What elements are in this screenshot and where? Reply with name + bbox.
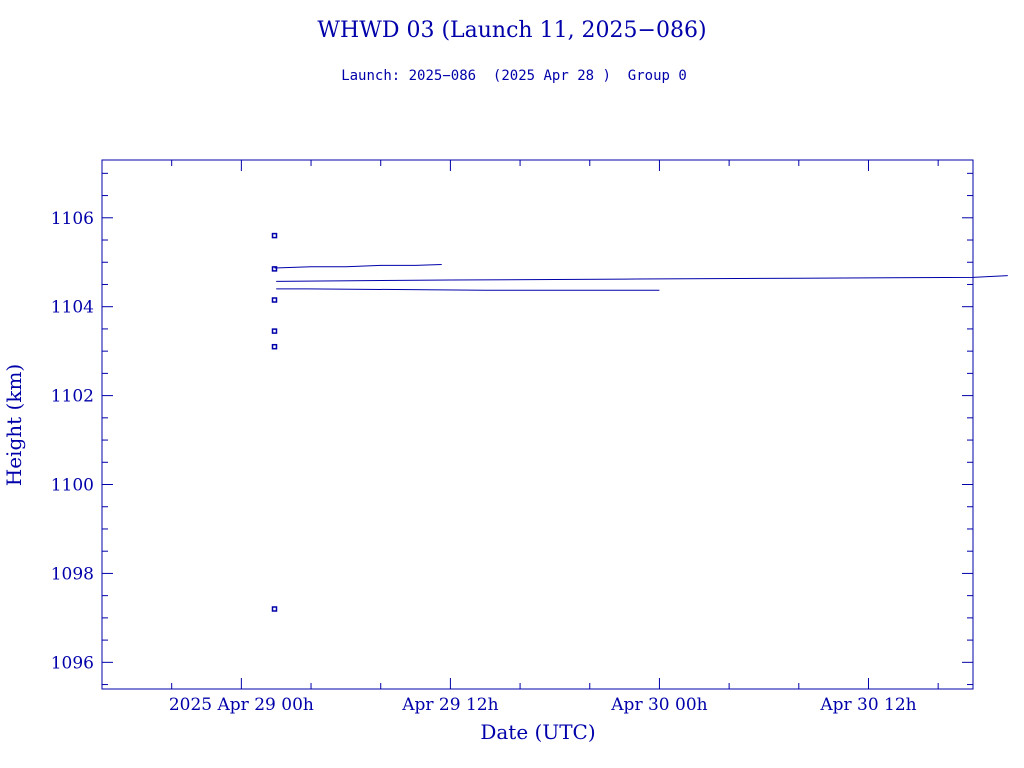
- y-tick-labels: 1096 1098 1100 1102 1104 1106: [51, 209, 94, 674]
- x-tick-label: 2025 Apr 29 00h: [169, 695, 314, 715]
- x-tick-label: Apr 30 12h: [819, 695, 916, 715]
- y-tick-label: 1106: [51, 209, 94, 229]
- data-series: [274, 264, 1008, 291]
- series-line: [276, 288, 660, 291]
- data-point: [271, 232, 278, 239]
- chart-title: WHWD 03 (Launch 11, 2025−086): [317, 18, 706, 43]
- x-axis-label: Date (UTC): [480, 720, 595, 744]
- x-tick-labels: 2025 Apr 29 00h Apr 29 12h Apr 30 00h Apr 3…: [169, 695, 917, 715]
- data-point: [271, 266, 278, 272]
- axis-ticks: [102, 160, 973, 689]
- y-tick-label: 1100: [51, 476, 94, 496]
- y-tick-label: 1098: [51, 564, 94, 584]
- series-line: [274, 264, 442, 269]
- y-tick-label: 1102: [51, 387, 94, 407]
- y-tick-label: 1096: [51, 653, 94, 673]
- y-axis-label: Height (km): [2, 364, 26, 486]
- y-tick-label: 1104: [51, 298, 94, 318]
- data-points: [271, 232, 278, 612]
- data-point: [271, 343, 278, 350]
- plot-frame: [101, 159, 974, 690]
- data-point: [271, 606, 278, 612]
- data-point: [271, 328, 278, 334]
- x-tick-label: Apr 29 12h: [401, 695, 498, 715]
- x-tick-label: Apr 30 00h: [610, 695, 707, 715]
- chart-subtitle: Launch: 2025−086 (2025 Apr 28 ) Group 0: [341, 68, 687, 84]
- series-line: [276, 275, 1008, 282]
- data-point: [271, 297, 278, 303]
